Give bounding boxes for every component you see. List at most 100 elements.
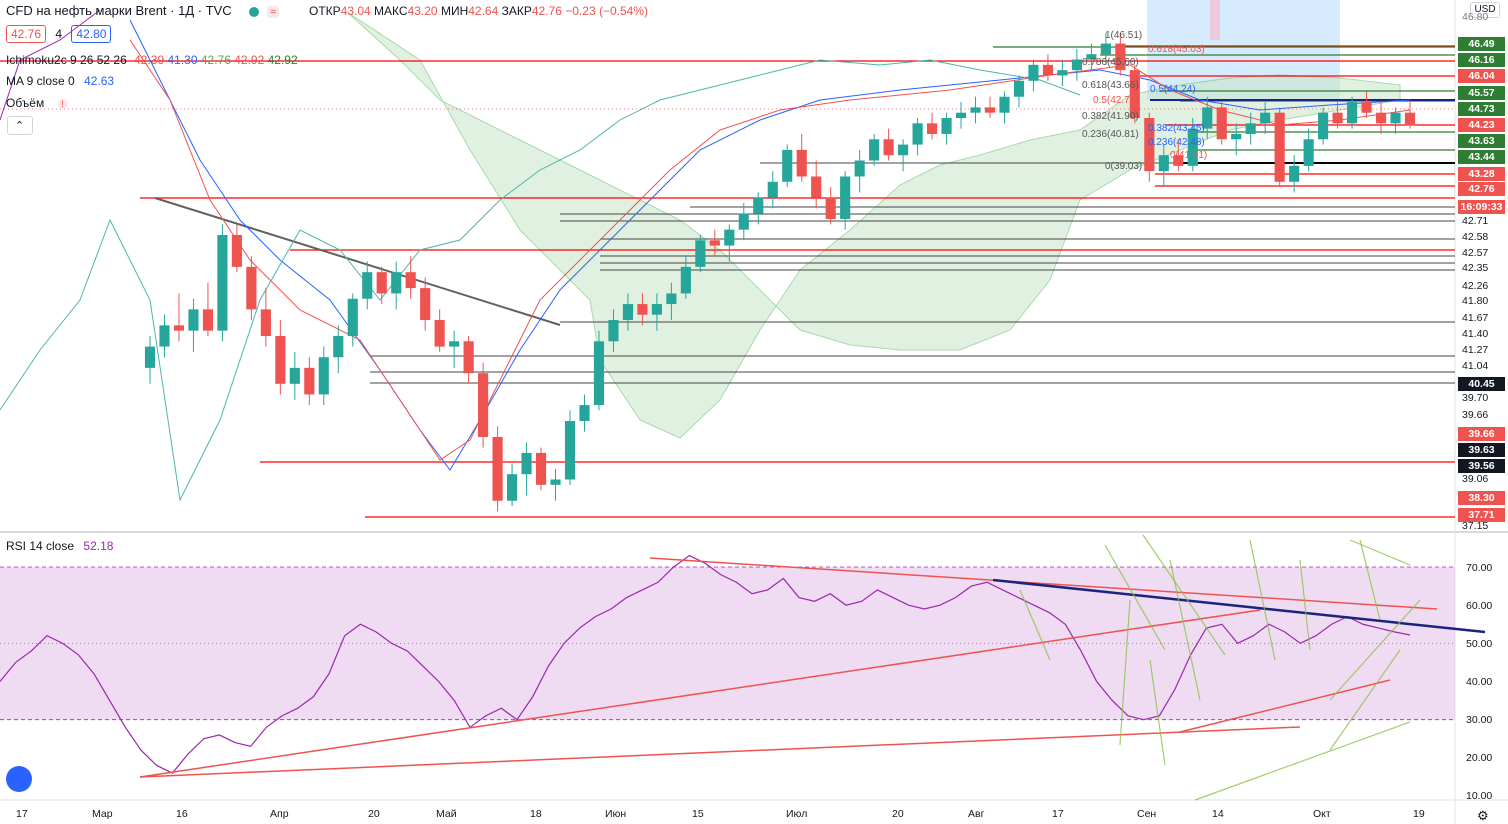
ma-label: MA 9 close 0 — [6, 74, 75, 88]
date-axis-label: Июл — [786, 808, 808, 820]
candle-body — [1028, 64, 1039, 81]
candle-body — [796, 149, 807, 177]
symbol-title: CFD на нефть марки Brent · 1Д · TVC ≈ — [6, 3, 279, 18]
date-axis-label: 20 — [368, 808, 380, 820]
candle-body — [999, 96, 1010, 113]
date-axis-label: Авг — [968, 808, 985, 820]
date-axis-label: 15 — [692, 808, 704, 820]
price-axis-tag: 37.71 — [1458, 508, 1505, 522]
price-axis-tag: 43.28 — [1458, 167, 1505, 181]
candle-body — [1375, 112, 1387, 124]
candle-body — [1100, 43, 1111, 55]
tradingview-logo-icon[interactable] — [6, 766, 32, 792]
candle-body — [1187, 128, 1198, 166]
open-label: ОТКР — [309, 4, 341, 18]
candle-body — [449, 341, 460, 347]
candle-body — [1071, 59, 1082, 71]
candle-body — [1173, 155, 1184, 166]
candle-body — [738, 213, 749, 230]
candle-body — [507, 474, 518, 501]
price-axis-label: 39.66 — [1462, 409, 1489, 421]
candle-body — [984, 107, 996, 113]
price-axis-label: 41.67 — [1462, 312, 1489, 324]
collapse-legend-button[interactable]: ⌃ — [7, 116, 33, 135]
candle-body — [478, 373, 489, 437]
fibonacci-label: 0.382(41.90) — [1082, 111, 1139, 122]
currency-button[interactable]: USD — [1470, 2, 1500, 18]
rsi-fan-line — [1329, 649, 1401, 751]
date-axis-label: Май — [436, 808, 457, 820]
rsi-axis-label: 30.00 — [1466, 714, 1493, 726]
rsi-axis-label: 50.00 — [1466, 638, 1493, 650]
price-axis-label: 42.71 — [1462, 215, 1489, 227]
rsi-axis-label: 40.00 — [1466, 676, 1493, 688]
candle-body — [1042, 64, 1053, 76]
bid-button[interactable]: 42.76 — [6, 25, 47, 43]
candle-body — [188, 309, 199, 331]
date-axis-label: Мар — [92, 808, 113, 820]
ask-button[interactable]: 42.80 — [71, 25, 112, 43]
candle-body — [753, 197, 764, 214]
candle-body — [202, 309, 213, 331]
ma-value: 42.63 — [84, 74, 115, 88]
candle-body — [912, 123, 923, 145]
fibonacci-label: 1(46.51) — [1105, 30, 1142, 41]
candle-body — [1216, 107, 1227, 140]
candle-body — [347, 298, 358, 336]
rsi-fan-line — [1359, 539, 1381, 621]
rsi-axis-label: 10.00 — [1466, 790, 1493, 802]
price-axis-tag: 46.16 — [1458, 53, 1505, 67]
rsi-fan-line — [1019, 589, 1051, 661]
ichimoku-legend[interactable]: Ichimoku2c 9 26 52 26 42.39 41.30 42.76 … — [6, 53, 298, 67]
rsi-value: 52.18 — [83, 539, 114, 553]
candle-body — [782, 149, 793, 182]
wave-icon[interactable]: ≈ — [266, 6, 279, 18]
candle-body — [811, 176, 822, 198]
warning-icon[interactable]: ! — [57, 99, 68, 109]
ichimoku-label: Ichimoku2c 9 26 52 26 — [6, 53, 127, 67]
rsi-fan-line — [1249, 539, 1276, 661]
chikou-span-line — [0, 59, 1081, 502]
price-axis-tag: 44.23 — [1458, 118, 1505, 132]
volume-legend[interactable]: Объём ! — [6, 96, 68, 110]
candle-body — [1086, 54, 1097, 60]
rsi-fan-line — [1329, 599, 1421, 701]
ma-legend[interactable]: MA 9 close 0 42.63 — [6, 74, 114, 88]
candle-body — [1158, 155, 1169, 172]
settings-gear-icon[interactable]: ⚙ — [1477, 808, 1489, 823]
candle-body — [289, 367, 300, 384]
price-axis-tag: 16:09:33 — [1458, 200, 1505, 214]
candle-body — [854, 160, 865, 177]
low-label: МИН — [440, 4, 469, 18]
price-axis-tag: 42.76 — [1458, 182, 1505, 196]
rsi-axis-label: 20.00 — [1466, 752, 1493, 764]
ichimoku-value: 42.39 — [134, 53, 165, 67]
eye-icon[interactable] — [249, 6, 260, 17]
candle-body — [391, 272, 402, 294]
candle-body — [680, 266, 691, 294]
candle-body — [463, 341, 474, 374]
candle-body — [608, 320, 619, 342]
ichimoku-value: 41.30 — [167, 53, 198, 67]
candle-body — [955, 112, 967, 119]
price-axis-label: 42.35 — [1462, 262, 1489, 274]
rsi-label: RSI 14 close — [6, 539, 75, 553]
rsi-fan-line — [1142, 534, 1226, 656]
rsi-axis-label: 70.00 — [1466, 562, 1493, 574]
candle-body — [898, 144, 909, 156]
symbol-name: CFD на нефть марки Brent · 1Д · TVC — [6, 3, 232, 18]
price-axis-tag: 40.45 — [1458, 377, 1505, 391]
candle-body — [260, 309, 271, 336]
ichimoku-value: 42.76 — [200, 53, 231, 67]
candle-body — [1303, 139, 1314, 166]
rsi-legend[interactable]: RSI 14 close 52.18 — [6, 539, 113, 553]
price-axis-label: 41.80 — [1462, 295, 1489, 307]
tenkan-sen-line — [129, 39, 1411, 461]
date-axis-label: 14 — [1212, 808, 1224, 820]
date-axis-label: 16 — [176, 808, 188, 820]
price-axis-label: 39.06 — [1462, 473, 1489, 485]
spread-value: 4 — [55, 27, 63, 41]
close-label: ЗАКР — [501, 4, 532, 18]
date-axis-label: Сен — [1137, 808, 1157, 820]
